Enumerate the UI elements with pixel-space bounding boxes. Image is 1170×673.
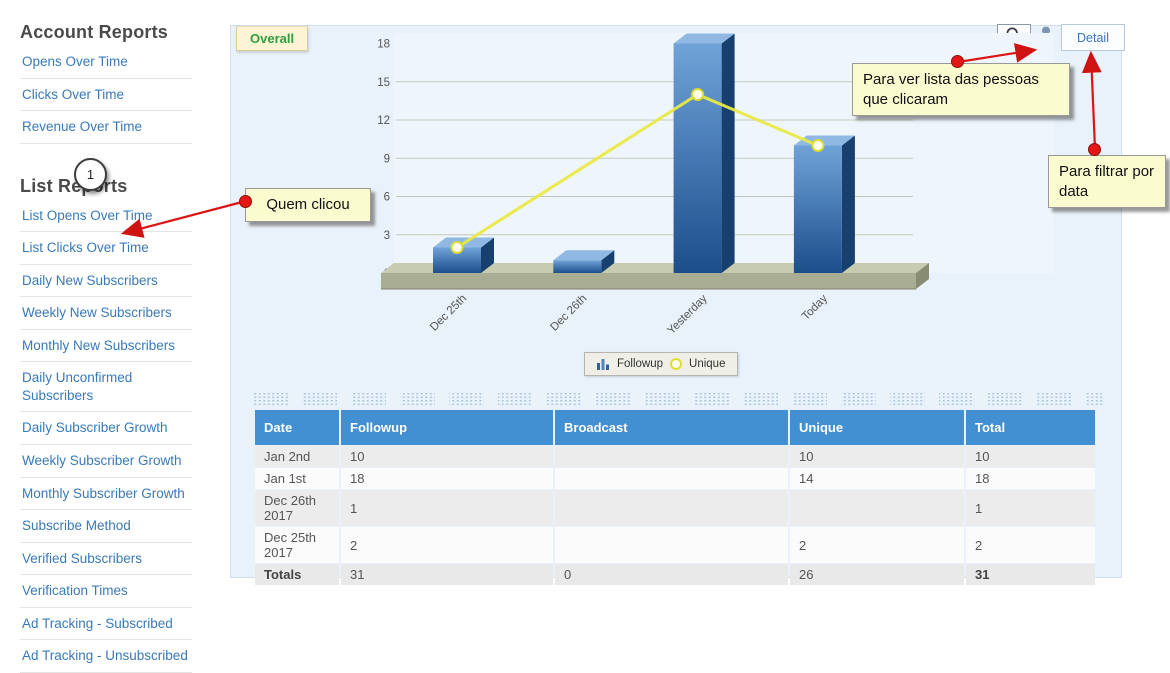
annotation-dot — [1088, 143, 1101, 156]
legend-unique-label: Unique — [689, 358, 726, 370]
sidebar-item-weekly-subscriber-growth[interactable]: Weekly Subscriber Growth — [20, 445, 192, 478]
svg-text:9: 9 — [384, 153, 390, 165]
bar-legend-icon — [597, 358, 610, 370]
annotation-ver-lista: Para ver lista das pessoas que clicaram — [852, 63, 1070, 116]
cell-date: Jan 1st — [255, 468, 339, 489]
cell-date: Jan 2nd — [255, 446, 339, 467]
svg-text:12: 12 — [377, 115, 390, 127]
chart-legend[interactable]: Followup Unique — [584, 352, 739, 376]
col-header-followup: Followup — [341, 410, 553, 445]
detail-button[interactable]: Detail — [1061, 24, 1125, 51]
table-header-row: Date Followup Broadcast Unique Total — [255, 410, 1095, 445]
cell-total: 2 — [966, 527, 1095, 563]
sidebar-section-title: Account Reports — [20, 22, 169, 42]
svg-text:3: 3 — [384, 230, 390, 242]
sidebar-item-daily-unconfirmed-subscribers[interactable]: Daily Unconfirmed Subscribers — [20, 362, 192, 413]
sidebar-item-subscribe-method[interactable]: Subscribe Method — [20, 510, 192, 543]
table-row: Dec 25th 2017 2 2 2 — [255, 527, 1095, 563]
sidebar-item-verification-times[interactable]: Verification Times — [20, 575, 192, 608]
cell-totals-label: Totals — [255, 564, 339, 585]
sidebar-item-list-clicks-over-time[interactable]: List Clicks Over Time — [20, 232, 192, 265]
col-header-broadcast: Broadcast — [555, 410, 788, 445]
cell-totals-followup: 31 — [341, 564, 553, 585]
sidebar-item-monthly-subscriber-growth[interactable]: Monthly Subscriber Growth — [20, 478, 192, 511]
svg-text:Yesterday: Yesterday — [665, 292, 710, 337]
sidebar-item-weekly-new-subscribers[interactable]: Weekly New Subscribers — [20, 297, 192, 330]
table-row: Dec 26th 2017 1 1 — [255, 490, 1095, 526]
cell-total: 10 — [966, 446, 1095, 467]
table-row: Jan 2nd 10 10 10 — [255, 446, 1095, 467]
cell-date: Dec 25th 2017 — [255, 527, 339, 563]
cell-followup: 2 — [341, 527, 553, 563]
sidebar-item-revenue-over-time[interactable]: Revenue Over Time — [20, 111, 192, 144]
svg-text:15: 15 — [377, 77, 390, 89]
annotation-dot — [239, 195, 252, 208]
cell-totals-total: 31 — [966, 564, 1095, 585]
sidebar-item-ad-tracking-unsubscribed[interactable]: Ad Tracking - Unsubscribed — [20, 640, 192, 673]
cell-followup: 10 — [341, 446, 553, 467]
cell-unique: 2 — [790, 527, 964, 563]
cell-broadcast — [555, 446, 788, 467]
results-table: Date Followup Broadcast Unique Total Jan… — [253, 409, 1097, 586]
table-totals-row: Totals 31 0 26 31 — [255, 564, 1095, 585]
sidebar-item-verified-subscribers[interactable]: Verified Subscribers — [20, 543, 192, 576]
table-row: Jan 1st 18 14 18 — [255, 468, 1095, 489]
unique-legend-icon — [670, 358, 683, 370]
cell-date: Dec 26th 2017 — [255, 490, 339, 526]
svg-text:18: 18 — [377, 39, 390, 51]
sidebar-item-clicks-over-time[interactable]: Clicks Over Time — [20, 79, 192, 112]
col-header-total: Total — [966, 410, 1095, 445]
cell-total: 18 — [966, 468, 1095, 489]
svg-text:Dec 26th: Dec 26th — [548, 293, 589, 334]
annotation-filtrar-data: Para filtrar por data — [1048, 155, 1166, 208]
cell-total: 1 — [966, 490, 1095, 526]
sidebar-item-opens-over-time[interactable]: Opens Over Time — [20, 46, 192, 79]
col-header-unique: Unique — [790, 410, 964, 445]
annotation-quem-clicou: Quem clicou — [245, 188, 371, 222]
cell-unique: 10 — [790, 446, 964, 467]
annotation-dot — [951, 55, 964, 68]
cell-followup: 1 — [341, 490, 553, 526]
svg-text:Today: Today — [800, 292, 830, 322]
cell-totals-unique: 26 — [790, 564, 964, 585]
sidebar-item-daily-subscriber-growth[interactable]: Daily Subscriber Growth — [20, 412, 192, 446]
sidebar-item-ad-tracking-subscribed[interactable]: Ad Tracking - Subscribed — [20, 608, 192, 641]
col-header-date: Date — [255, 410, 339, 445]
cell-followup: 18 — [341, 468, 553, 489]
step-badge-1: 1 — [74, 158, 107, 191]
cell-unique: 14 — [790, 468, 964, 489]
cell-broadcast — [555, 468, 788, 489]
sidebar-item-list-opens-over-time[interactable]: List Opens Over Time — [20, 200, 192, 233]
legend-followup-label: Followup — [617, 358, 664, 370]
sidebar-item-daily-new-subscribers[interactable]: Daily New Subscribers — [20, 265, 192, 298]
cell-broadcast — [555, 527, 788, 563]
svg-text:Dec 25th: Dec 25th — [428, 293, 469, 334]
cell-broadcast — [555, 490, 788, 526]
cell-unique — [790, 490, 964, 526]
cell-totals-broadcast: 0 — [555, 564, 788, 585]
sidebar-item-monthly-new-subscribers[interactable]: Monthly New Subscribers — [20, 330, 192, 363]
table-scroll-strip — [253, 392, 1103, 405]
tab-overall[interactable]: Overall — [236, 26, 309, 51]
svg-text:6: 6 — [384, 192, 390, 204]
sidebar: Account Reports Opens Over Time Clicks O… — [20, 22, 192, 673]
